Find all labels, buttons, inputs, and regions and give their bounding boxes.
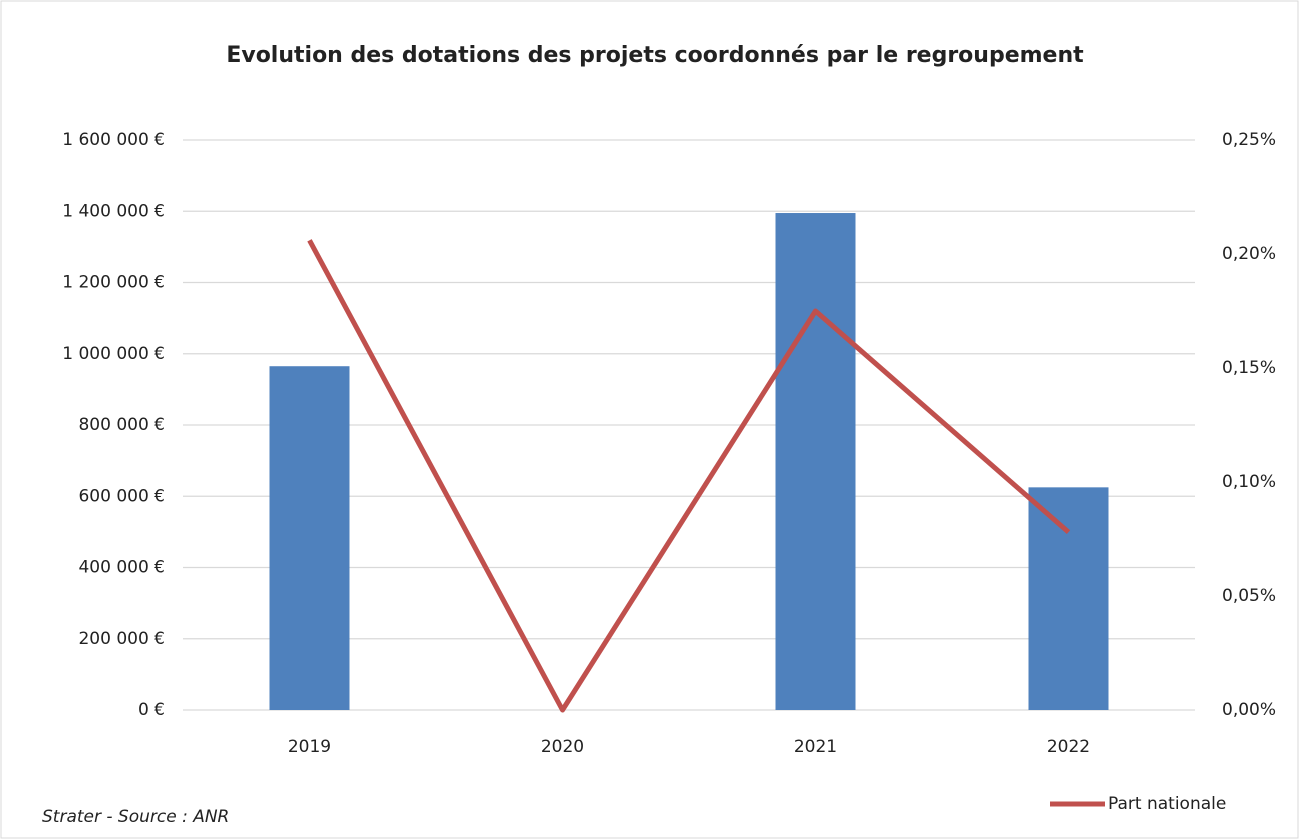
- y2-tick-label: 0,10%: [1222, 472, 1276, 492]
- y-tick-label: 600 000 €: [78, 486, 165, 506]
- legend-label: Part nationale: [1108, 794, 1226, 814]
- footnote: Strater - Source : ANR: [42, 807, 229, 827]
- bar: [1028, 487, 1109, 710]
- bar: [269, 366, 350, 710]
- y2-tick-label: 0,00%: [1222, 700, 1276, 720]
- y2-tick-label: 0,05%: [1222, 586, 1276, 606]
- y2-tick-label: 0,25%: [1222, 130, 1276, 150]
- x-tick-label: 2020: [541, 737, 584, 757]
- x-tick-label: 2021: [794, 737, 837, 757]
- x-tick-label: 2022: [1047, 737, 1090, 757]
- y-tick-label: 1 600 000 €: [62, 130, 165, 150]
- y-tick-label: 1 400 000 €: [62, 201, 165, 221]
- y2-tick-label: 0,15%: [1222, 358, 1276, 378]
- x-tick-label: 2019: [288, 737, 331, 757]
- y-tick-label: 800 000 €: [78, 415, 165, 435]
- y-tick-label: 200 000 €: [78, 629, 165, 649]
- y-tick-label: 0 €: [138, 700, 165, 720]
- y-tick-label: 1 200 000 €: [62, 273, 165, 293]
- y-tick-label: 1 000 000 €: [62, 344, 165, 364]
- y-tick-label: 400 000 €: [78, 558, 165, 578]
- line: [307, 239, 1071, 713]
- y2-tick-label: 0,20%: [1222, 244, 1276, 264]
- chart-title: Evolution des dotations des projets coor…: [226, 43, 1084, 68]
- bar: [775, 213, 856, 710]
